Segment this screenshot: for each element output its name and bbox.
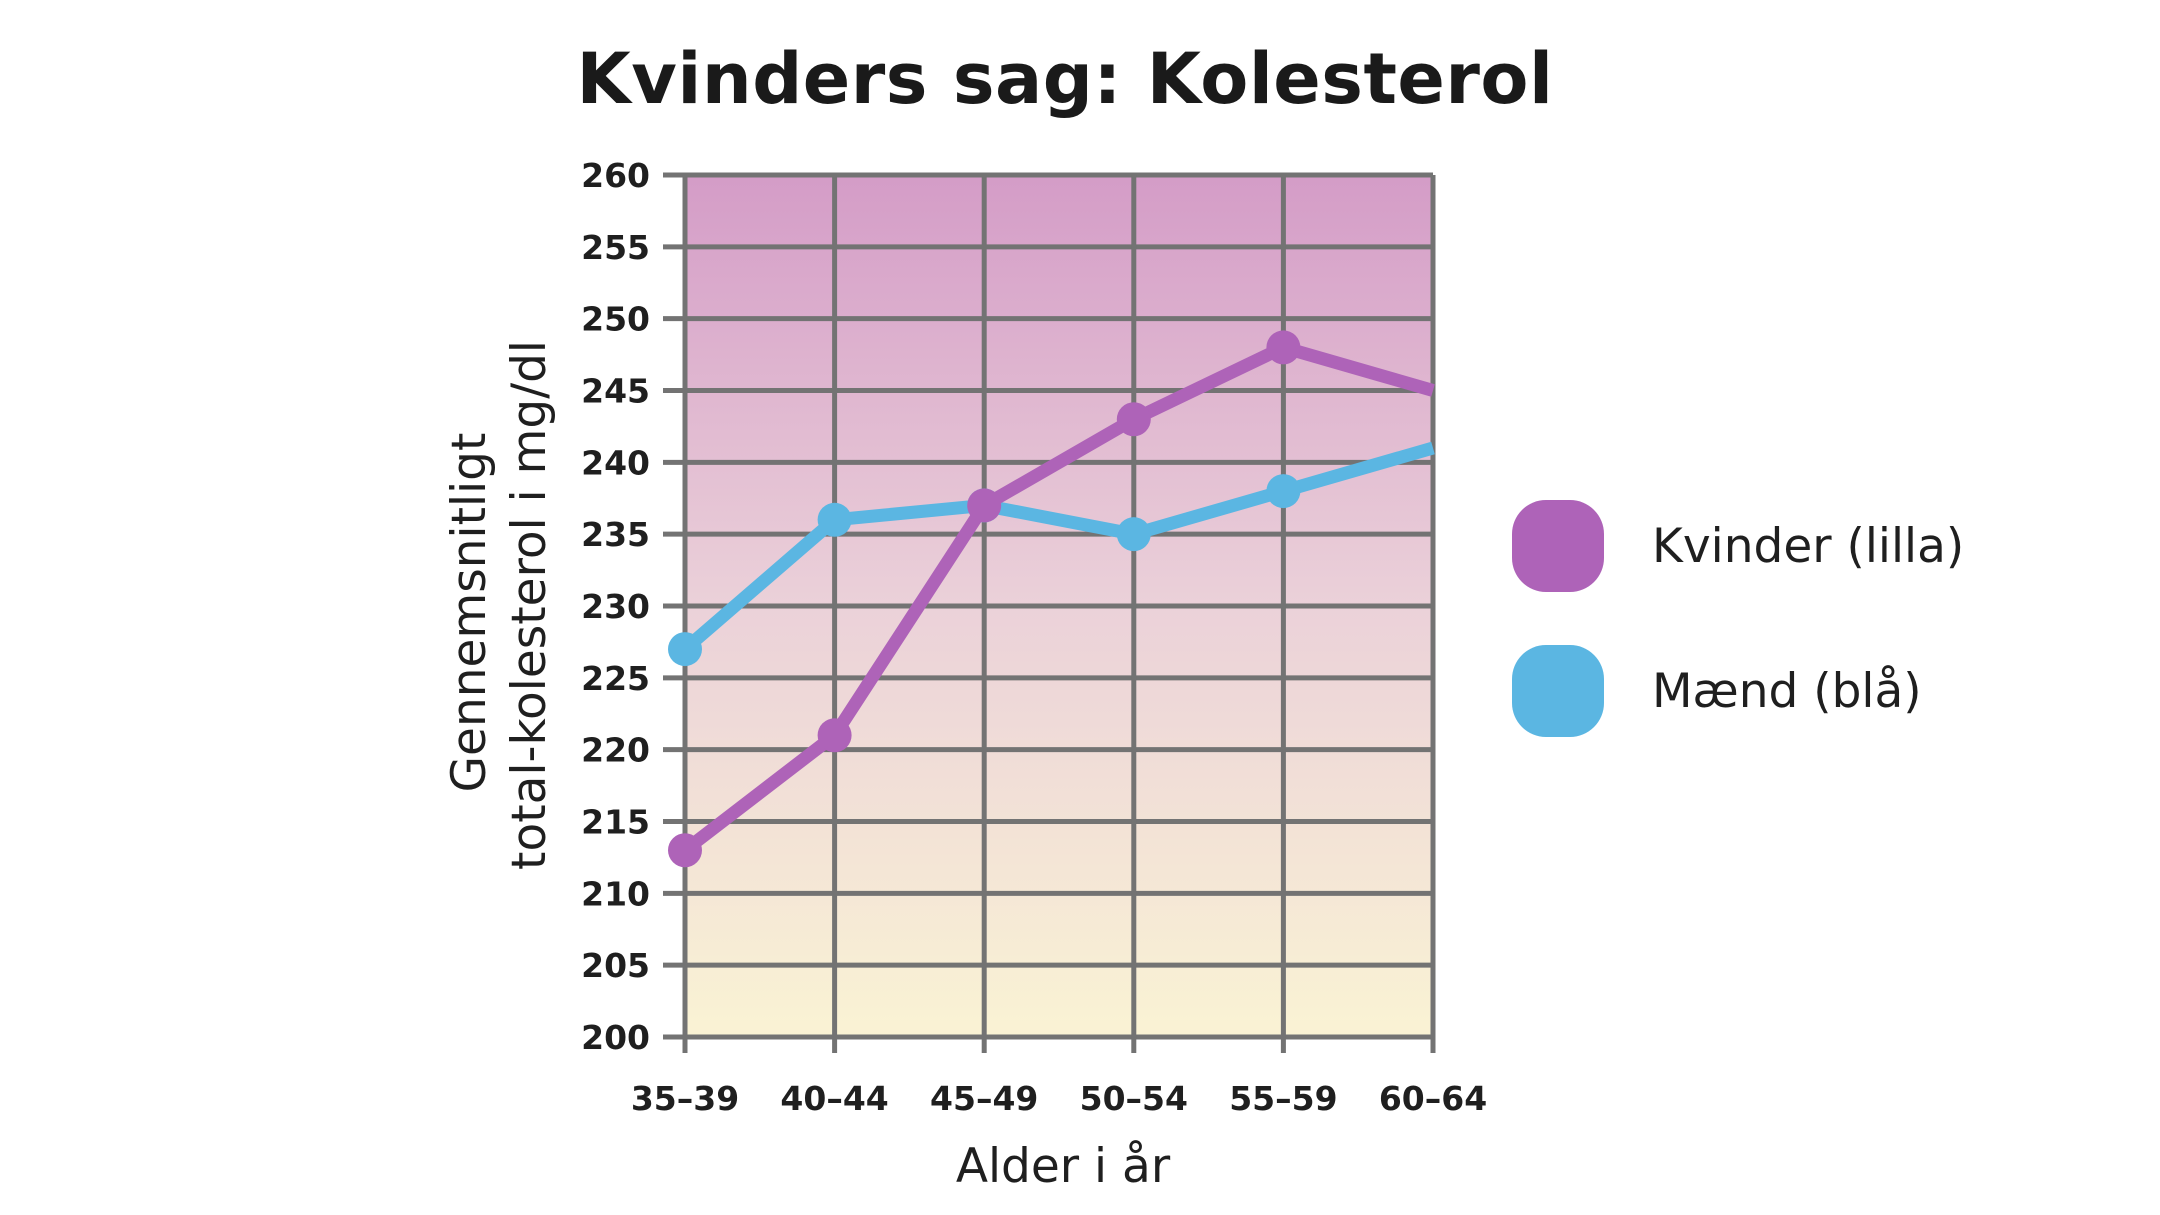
data-point: [817, 718, 852, 753]
y-axis-title-line-2: total-kolesterol i mg/dl: [502, 340, 557, 870]
y-tick-label: 215: [581, 803, 650, 842]
series-kvinder: [668, 330, 1435, 868]
x-tick-label: 35–39: [631, 1079, 739, 1118]
data-point: [1266, 474, 1301, 509]
x-tick-label: 40–44: [780, 1079, 888, 1118]
data-point: [1266, 330, 1301, 365]
series-line: [681, 340, 1435, 856]
y-tick-label: 250: [581, 300, 650, 339]
y-tick-label: 205: [581, 946, 650, 985]
y-tick-label: 210: [581, 874, 650, 913]
data-point: [1116, 402, 1151, 437]
legend-item-maend: Mænd (blå): [1512, 645, 1922, 737]
legend-label-maend: Mænd (blå): [1652, 663, 1922, 719]
y-axis-title-line-1: Gennemsnitligt: [442, 433, 497, 793]
x-tick-label: 45–49: [930, 1079, 1038, 1118]
y-axis-ticks: 200 205 210 215 220 225 230 235 240 245 250 255 260: [581, 156, 650, 1057]
y-axis-title: Gennemsnitligt total-kolesterol i mg/dl: [442, 340, 557, 870]
y-tick-label: 200: [581, 1018, 650, 1057]
y-tick-label: 245: [581, 372, 650, 411]
x-axis-title: Alder i år: [956, 1139, 1171, 1194]
data-point: [668, 833, 702, 868]
data-point: [668, 632, 702, 667]
legend-label-kvinder: Kvinder (lilla): [1652, 518, 1965, 574]
y-tick-label: 225: [581, 659, 650, 698]
data-point: [967, 488, 1002, 523]
y-tick-label: 230: [581, 587, 650, 626]
legend-swatch-kvinder: [1512, 500, 1604, 592]
y-tick-label: 235: [581, 515, 650, 554]
chart-title: Kvinders sag: Kolesterol: [576, 38, 1554, 120]
y-tick-label: 240: [581, 443, 650, 482]
y-tick-label: 260: [581, 156, 650, 195]
x-tick-label: 55–59: [1229, 1079, 1337, 1118]
x-tick-label: 50–54: [1080, 1079, 1188, 1118]
x-tick-label: 60–64: [1379, 1079, 1487, 1118]
series-line: [680, 441, 1435, 655]
grid: [663, 172, 1436, 1053]
data-point: [1116, 517, 1151, 552]
data-point: [817, 502, 852, 537]
x-axis-ticks: 35–39 40–44 45–49 50–54 55–59 60–64: [631, 1079, 1487, 1118]
legend-swatch-maend: [1512, 645, 1604, 737]
series: [668, 330, 1435, 868]
legend-item-kvinder: Kvinder (lilla): [1512, 500, 1964, 592]
y-tick-label: 220: [581, 731, 650, 770]
y-tick-label: 255: [581, 228, 650, 267]
